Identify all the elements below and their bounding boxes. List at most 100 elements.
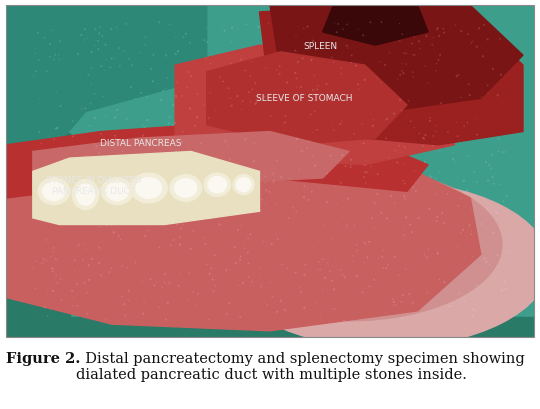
Point xyxy=(468,312,477,319)
Point xyxy=(50,56,58,63)
Point xyxy=(93,212,102,218)
Point xyxy=(226,95,234,101)
Point xyxy=(237,106,246,112)
Point xyxy=(190,189,199,196)
Point xyxy=(51,52,59,58)
Point xyxy=(323,199,332,205)
Point xyxy=(353,247,361,254)
Point xyxy=(376,80,385,86)
Point xyxy=(472,117,481,123)
Point xyxy=(388,296,397,303)
Point xyxy=(149,52,158,58)
Point xyxy=(436,52,444,58)
Point xyxy=(423,254,431,261)
Point xyxy=(420,252,429,258)
Point xyxy=(197,140,205,146)
Point xyxy=(187,306,195,312)
Point xyxy=(365,283,374,290)
Point xyxy=(215,221,224,228)
Point xyxy=(244,249,252,256)
Point xyxy=(316,312,325,318)
Point xyxy=(29,265,38,272)
Ellipse shape xyxy=(170,175,201,201)
Point xyxy=(443,191,452,197)
Point xyxy=(220,27,229,34)
Point xyxy=(257,281,266,288)
Point xyxy=(311,47,320,53)
Point xyxy=(144,227,152,234)
Point xyxy=(467,207,476,213)
Point xyxy=(345,91,353,98)
Point xyxy=(164,120,173,127)
Point xyxy=(52,89,60,96)
Point xyxy=(485,162,494,168)
Point xyxy=(472,282,481,289)
Point xyxy=(463,119,472,126)
Point xyxy=(449,149,457,156)
Point xyxy=(174,283,183,289)
Point xyxy=(300,25,308,32)
Point xyxy=(415,130,423,137)
Point xyxy=(65,197,74,204)
Point xyxy=(277,174,286,180)
Polygon shape xyxy=(33,151,259,225)
Point xyxy=(201,240,210,247)
Point xyxy=(282,265,291,272)
Point xyxy=(315,258,323,265)
Point xyxy=(250,139,259,146)
Polygon shape xyxy=(33,132,349,191)
Point xyxy=(206,60,214,67)
Point xyxy=(178,178,187,184)
Point xyxy=(411,188,420,194)
Point xyxy=(420,135,428,142)
Point xyxy=(269,178,278,184)
Point xyxy=(191,302,200,309)
Point xyxy=(79,197,87,204)
Point xyxy=(281,112,290,119)
Point xyxy=(95,245,104,251)
Point xyxy=(37,140,45,147)
Bar xyxy=(6,5,228,132)
Point xyxy=(165,280,174,286)
Point xyxy=(206,216,214,222)
Point xyxy=(402,50,411,57)
Point xyxy=(101,41,110,48)
Point xyxy=(96,24,104,31)
Point xyxy=(50,136,58,142)
Point xyxy=(85,219,94,225)
Point xyxy=(454,202,463,209)
Point xyxy=(323,170,332,176)
Point xyxy=(308,56,316,63)
Point xyxy=(393,159,402,166)
Point xyxy=(369,123,377,129)
Point xyxy=(235,179,244,185)
Point xyxy=(478,53,487,60)
Point xyxy=(49,245,58,251)
Point xyxy=(138,278,146,285)
Point xyxy=(435,169,443,176)
Point xyxy=(116,63,124,69)
Point xyxy=(397,107,406,113)
Polygon shape xyxy=(6,5,207,155)
Point xyxy=(185,270,194,276)
Point xyxy=(431,191,440,198)
Point xyxy=(69,133,77,140)
Point xyxy=(95,204,104,211)
Point xyxy=(455,290,463,297)
Point xyxy=(488,152,496,159)
Point xyxy=(163,138,172,144)
Point xyxy=(85,276,93,283)
Point xyxy=(342,222,351,229)
Point xyxy=(185,40,194,46)
Point xyxy=(137,90,145,96)
Point xyxy=(487,165,496,172)
Point xyxy=(408,229,416,236)
Point xyxy=(97,198,106,204)
Point xyxy=(251,101,260,107)
Point xyxy=(116,236,125,243)
Point xyxy=(178,139,186,146)
Point xyxy=(334,21,342,27)
Point xyxy=(69,294,77,301)
Point xyxy=(263,302,272,308)
Point xyxy=(179,222,187,228)
